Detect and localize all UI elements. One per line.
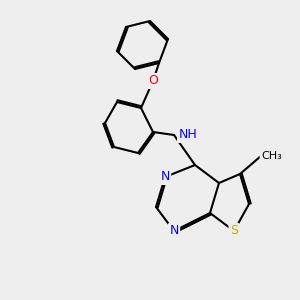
Text: CH₃: CH₃: [261, 151, 282, 161]
Text: NH: NH: [178, 128, 197, 142]
Text: O: O: [148, 74, 158, 88]
Text: N: N: [169, 224, 179, 238]
Text: S: S: [230, 224, 238, 238]
Text: N: N: [160, 170, 170, 184]
